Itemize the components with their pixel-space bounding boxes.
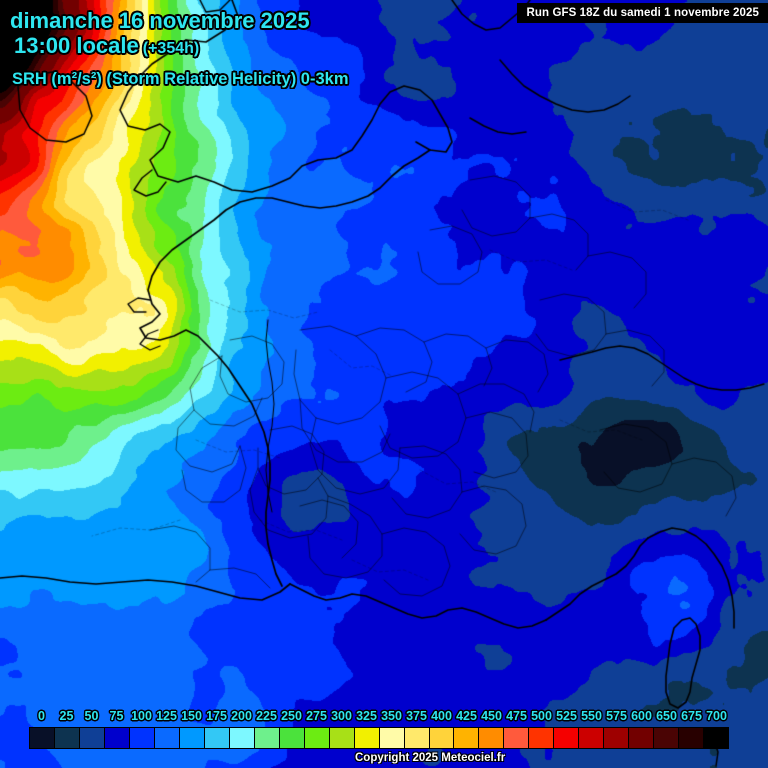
legend-swatch	[679, 728, 705, 748]
legend-swatch	[429, 728, 455, 748]
legend-tick-label: 100	[131, 709, 152, 723]
legend-swatch	[304, 728, 330, 748]
legend-tick-label: 250	[281, 709, 302, 723]
legend-swatch	[104, 728, 130, 748]
legend-tick-label: 75	[109, 709, 124, 723]
legend-swatch	[154, 728, 180, 748]
legend-swatch	[604, 728, 630, 748]
legend-swatch	[179, 728, 205, 748]
legend-tick-label: 600	[631, 709, 652, 723]
legend-swatch	[329, 728, 355, 748]
legend-tick-label: 275	[306, 709, 327, 723]
legend-tick-label: 300	[331, 709, 352, 723]
legend-swatch	[454, 728, 480, 748]
legend-swatch	[279, 728, 305, 748]
legend-swatch	[379, 728, 405, 748]
legend-swatch	[354, 728, 380, 748]
legend-swatch	[204, 728, 230, 748]
legend-swatch	[504, 728, 530, 748]
legend-tick-label: 700	[706, 709, 727, 723]
legend-swatch	[579, 728, 605, 748]
forecast-time-label: 13:00 locale	[14, 33, 139, 58]
legend-tick-label: 500	[531, 709, 552, 723]
legend-tick-label: 25	[59, 709, 74, 723]
legend-tick-label: 550	[581, 709, 602, 723]
legend-swatch	[54, 728, 80, 748]
legend-tick-label: 475	[506, 709, 527, 723]
legend-tick-label: 450	[481, 709, 502, 723]
legend-tick-label: 50	[84, 709, 99, 723]
legend-swatch	[704, 728, 729, 748]
legend-tick-label: 125	[156, 709, 177, 723]
legend-swatch	[229, 728, 255, 748]
legend-swatch	[554, 728, 580, 748]
model-run-badge: Run GFS 18Z du samedi 1 novembre 2025	[516, 3, 768, 23]
legend-tick-label: 325	[356, 709, 377, 723]
legend-tick-label: 375	[406, 709, 427, 723]
legend-swatch	[654, 728, 680, 748]
legend-swatch	[479, 728, 505, 748]
legend-swatch	[30, 728, 55, 748]
legend-tick-label: 525	[556, 709, 577, 723]
legend-tick-label: 0	[38, 709, 45, 723]
color-scale-legend	[29, 727, 729, 749]
legend-tick-label: 400	[431, 709, 452, 723]
forecast-range-label: (+354h)	[142, 40, 200, 57]
legend-swatch	[629, 728, 655, 748]
legend-tick-labels: 0 25 50 75 100 125 150 175 200 225 250 275 300 325 350…	[29, 709, 729, 725]
forecast-time-row: 13:00 locale (+354h)	[14, 33, 199, 59]
legend-tick-label: 425	[456, 709, 477, 723]
legend-tick-label: 350	[381, 709, 402, 723]
legend-tick-label: 175	[206, 709, 227, 723]
legend-swatch	[79, 728, 105, 748]
parameter-label: SRH (m²/s²) (Storm Relative Helicity) 0-…	[12, 70, 349, 88]
legend-tick-label: 225	[256, 709, 277, 723]
forecast-date-label: dimanche 16 novembre 2025	[10, 8, 310, 33]
legend-tick-label: 200	[231, 709, 252, 723]
copyright-label: Copyright 2025 Meteociel.fr	[355, 752, 506, 764]
legend-swatch	[129, 728, 155, 748]
legend-tick-label: 650	[656, 709, 677, 723]
legend-swatch	[404, 728, 430, 748]
legend-swatch	[254, 728, 280, 748]
legend-tick-label: 675	[681, 709, 702, 723]
legend-tick-label: 575	[606, 709, 627, 723]
legend-tick-label: 150	[181, 709, 202, 723]
legend-swatch	[529, 728, 555, 748]
